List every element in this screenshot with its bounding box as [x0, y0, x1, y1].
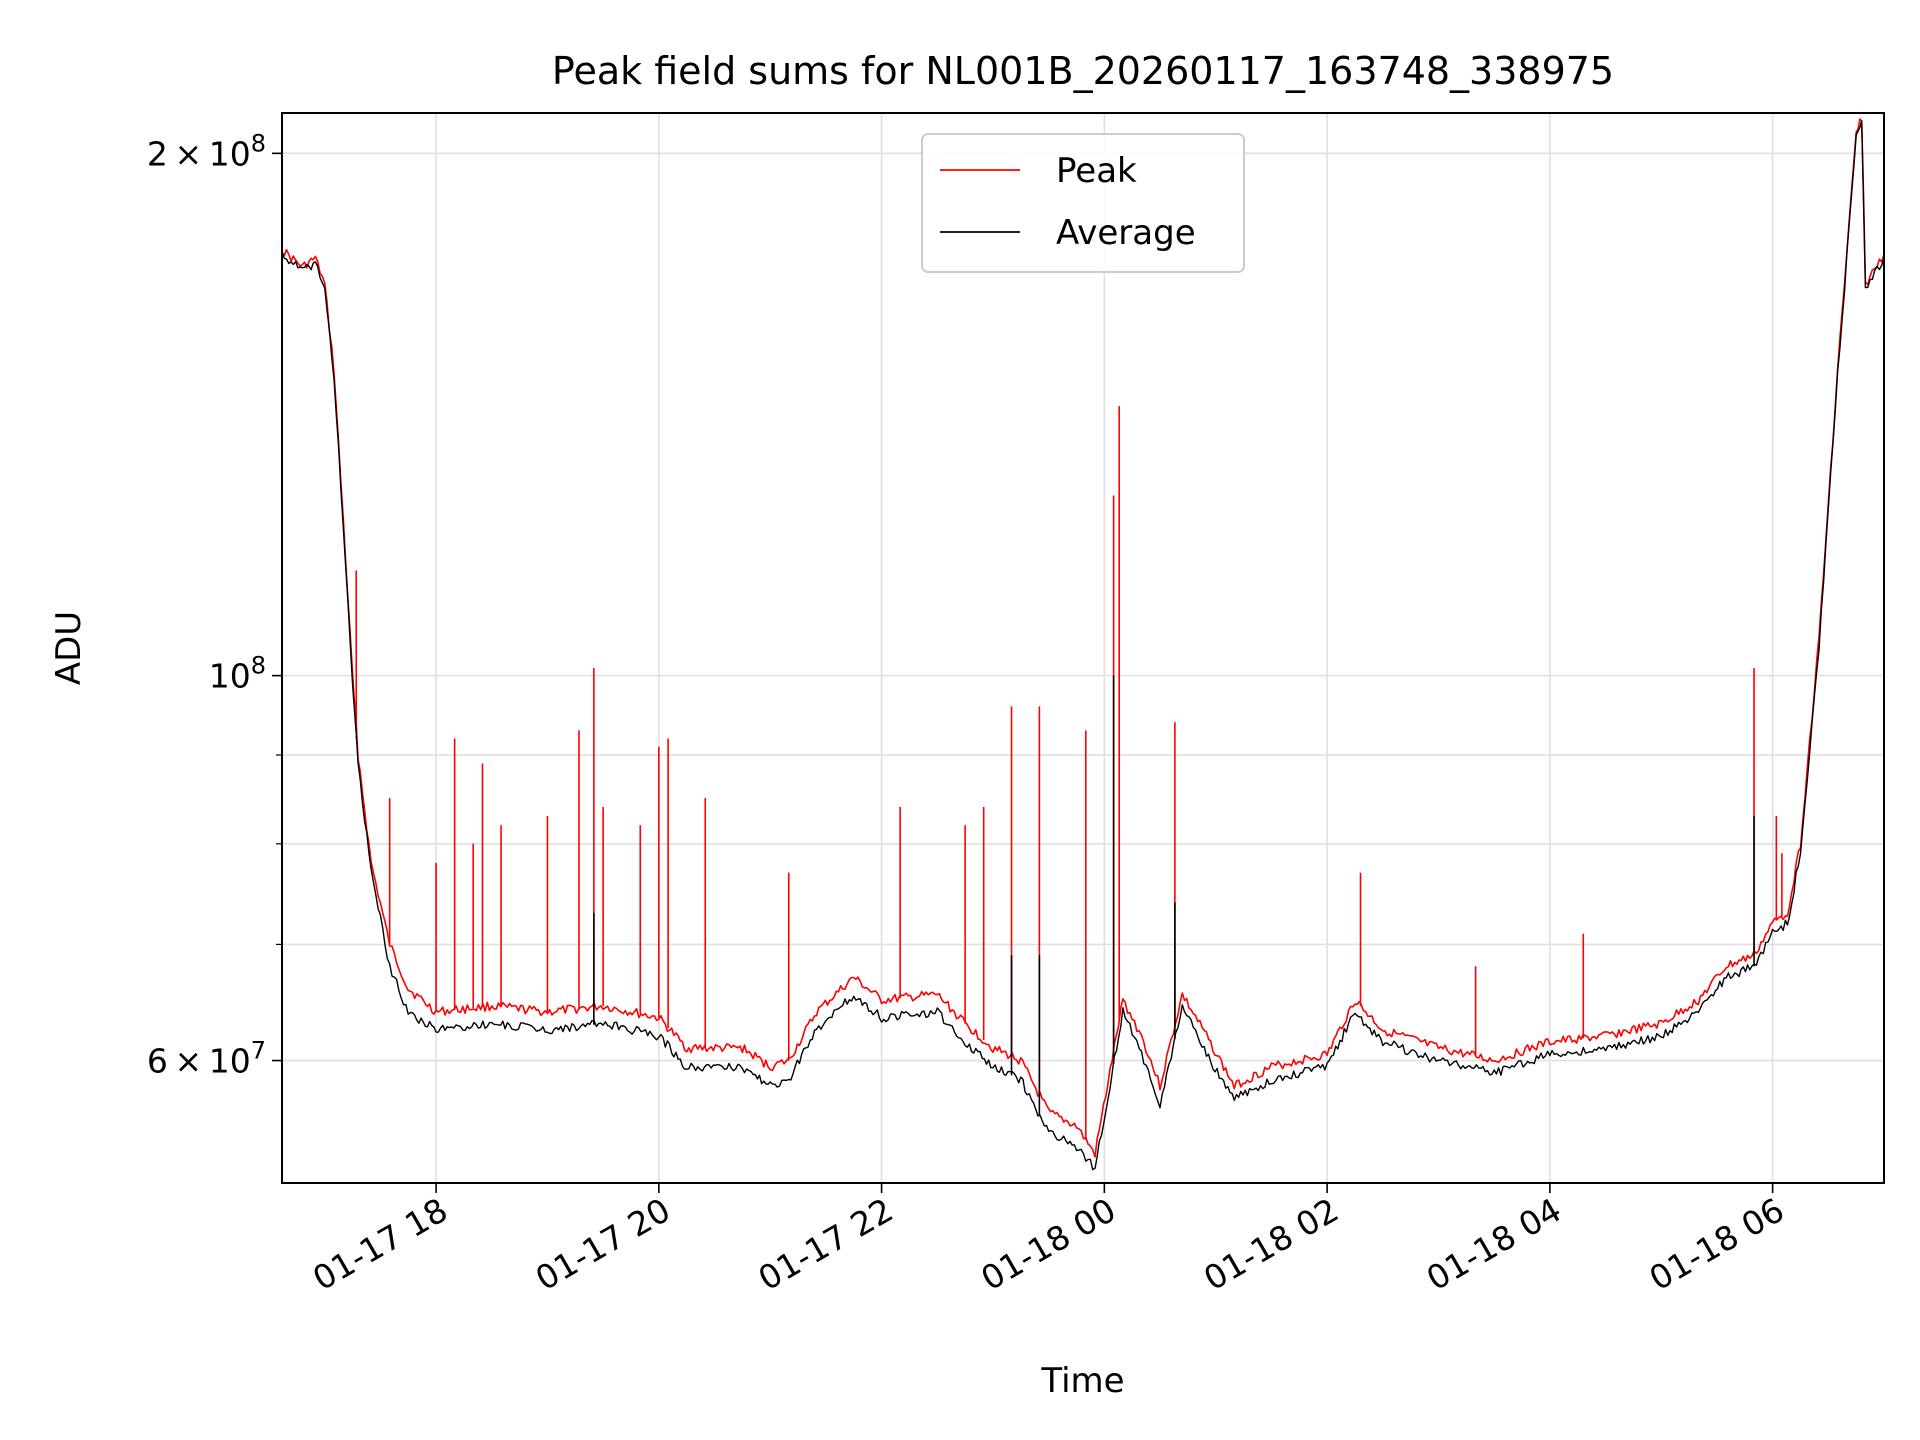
y-axis-ticks: 6 × 107 108 2 × 108 — [147, 129, 282, 1081]
legend-label-peak: Peak — [1056, 151, 1137, 191]
x-axis-label: Time — [1040, 1361, 1124, 1401]
plot-lines — [281, 118, 1885, 1171]
legend: Peak Average — [921, 133, 1245, 273]
legend-label-average: Average — [1056, 213, 1196, 253]
series-line-peak — [281, 118, 1885, 1158]
y-tick-label: 6 × 107 — [147, 1037, 266, 1081]
legend-box — [921, 133, 1245, 273]
y-tick-label: 2 × 108 — [147, 129, 266, 173]
y-tick-label: 108 — [209, 652, 266, 696]
y-axis-label: ADU — [49, 611, 89, 685]
series-line-average — [281, 120, 1885, 1171]
axes-frame — [281, 112, 1885, 1184]
chart-title: Peak field sums for NL001B_20260117_1637… — [552, 49, 1614, 93]
